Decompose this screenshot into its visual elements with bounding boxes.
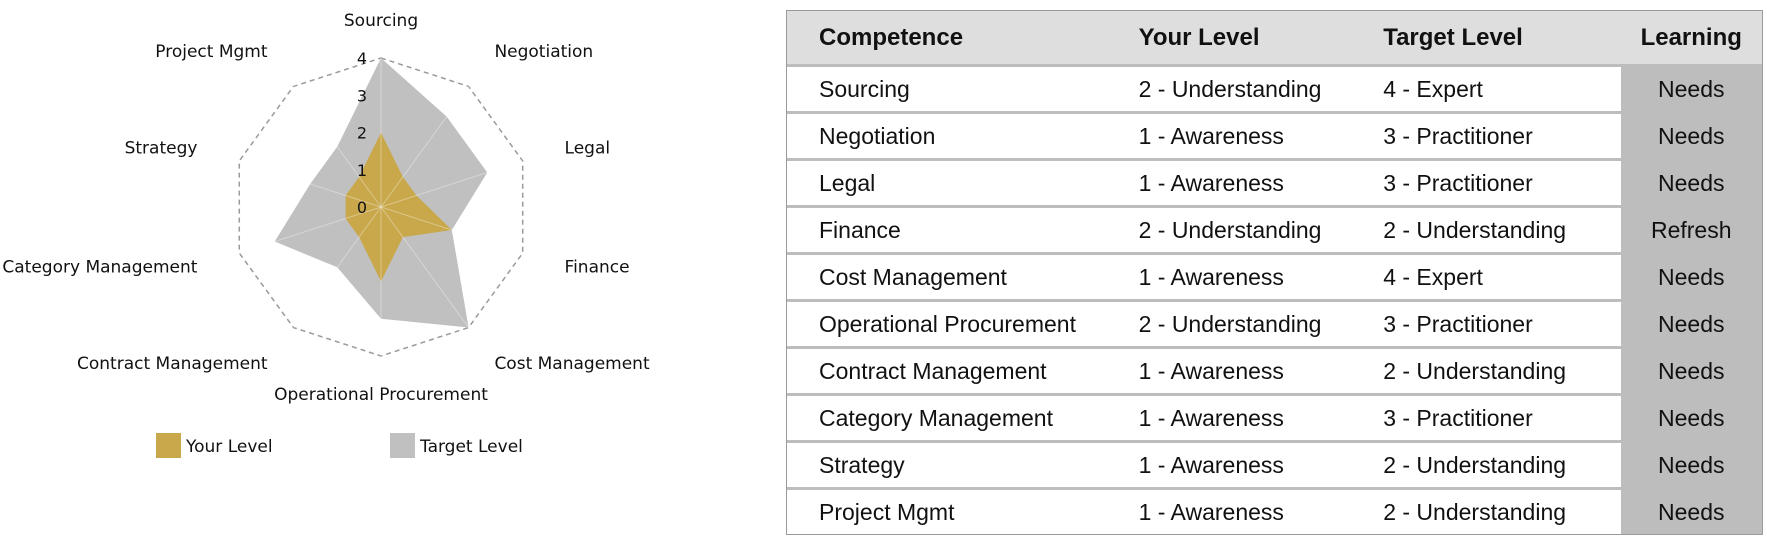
chart-legend: Your Level Target Level <box>156 433 523 458</box>
cell-learning: Needs <box>1620 302 1762 346</box>
radar-grid <box>238 57 524 357</box>
tick-label: 4 <box>357 49 367 68</box>
cell-your-level: 2 - Understanding <box>1106 67 1352 111</box>
cell-your-level: 1 - Awareness <box>1106 114 1352 158</box>
table-row: Finance 2 - Understanding 2 - Understandin… <box>787 208 1762 252</box>
axis-label: Legal <box>565 138 611 158</box>
cell-learning: Needs <box>1620 443 1762 487</box>
cell-learning: Needs <box>1620 161 1762 205</box>
cell-learning: Needs <box>1620 114 1762 158</box>
cell-target-level: 2 - Understanding <box>1351 490 1621 534</box>
cell-competence: Sourcing <box>787 67 1107 111</box>
cell-learning: Needs <box>1620 67 1762 111</box>
tick-label: 0 <box>357 198 367 217</box>
header-learning: Learning <box>1620 11 1762 64</box>
cell-target-level: 3 - Practitioner <box>1351 161 1621 205</box>
axis-label: Category Management <box>2 258 197 278</box>
cell-your-level: 1 - Awareness <box>1106 255 1352 299</box>
competence-table: Competence Your Level Target Level Learn… <box>787 8 1762 537</box>
legend-label: Target Level <box>419 437 523 457</box>
cell-your-level: 1 - Awareness <box>1106 490 1352 534</box>
tick-label: 1 <box>357 161 367 180</box>
cell-target-level: 3 - Practitioner <box>1351 302 1621 346</box>
cell-learning: Refresh <box>1620 208 1762 252</box>
legend-label: Your Level <box>185 437 273 457</box>
cell-competence: Project Mgmt <box>787 490 1107 534</box>
spoke-line <box>380 160 523 208</box>
cell-competence: Legal <box>787 161 1107 205</box>
cell-your-level: 1 - Awareness <box>1106 443 1352 487</box>
axis-label: Negotiation <box>494 42 593 62</box>
cell-target-level: 3 - Practitioner <box>1351 396 1621 440</box>
cell-target-level: 4 - Expert <box>1351 255 1621 299</box>
axis-label: Operational Procurement <box>274 385 488 405</box>
cell-target-level: 2 - Understanding <box>1351 349 1621 393</box>
tick-label: 3 <box>357 86 367 105</box>
axis-label: Finance <box>565 258 630 278</box>
spoke-line <box>293 86 382 208</box>
cell-your-level: 1 - Awareness <box>1106 161 1352 205</box>
spoke-line <box>239 206 382 254</box>
axis-label: Contract Management <box>77 354 268 374</box>
cell-learning: Needs <box>1620 349 1762 393</box>
cell-your-level: 2 - Understanding <box>1106 208 1352 252</box>
cell-your-level: 1 - Awareness <box>1106 396 1352 440</box>
legend-swatch <box>390 433 415 458</box>
grid-ring <box>238 57 524 357</box>
tick-label: 2 <box>357 124 367 143</box>
table-row: Legal 1 - Awareness 3 - Practitioner Needs <box>787 161 1762 205</box>
cell-competence: Finance <box>787 208 1107 252</box>
cell-target-level: 3 - Practitioner <box>1351 114 1621 158</box>
cell-competence: Contract Management <box>787 349 1107 393</box>
axis-label: Strategy <box>125 138 198 158</box>
table-row: Contract Management 1 - Awareness 2 - Unde… <box>787 349 1762 393</box>
cell-competence: Strategy <box>787 443 1107 487</box>
spoke-line <box>293 206 382 328</box>
cell-competence: Negotiation <box>787 114 1107 158</box>
radar-spokes <box>239 58 523 356</box>
axis-label: Project Mgmt <box>155 42 268 62</box>
cell-competence: Cost Management <box>787 255 1107 299</box>
axis-label: Sourcing <box>344 11 418 31</box>
header-target-level: Target Level <box>1351 11 1621 64</box>
cell-competence: Category Management <box>787 396 1107 440</box>
table-row: Category Management 1 - Awareness 3 - Prac… <box>787 396 1762 440</box>
header-competence: Competence <box>787 11 1107 64</box>
competence-table-container: Competence Your Level Target Level Learn… <box>786 10 1763 535</box>
table-row: Project Mgmt 1 - Awareness 2 - Understandi… <box>787 490 1762 534</box>
cell-your-level: 2 - Understanding <box>1106 302 1352 346</box>
cell-target-level: 2 - Understanding <box>1351 208 1621 252</box>
table-header-row: Competence Your Level Target Level Learn… <box>787 11 1762 64</box>
table-row: Negotiation 1 - Awareness 3 - Practitioner… <box>787 114 1762 158</box>
axis-label: Cost Management <box>494 354 650 374</box>
cell-target-level: 2 - Understanding <box>1351 443 1621 487</box>
series-your-level-area <box>345 132 452 282</box>
table-row: Operational Procurement 2 - Understanding… <box>787 302 1762 346</box>
cell-learning: Needs <box>1620 255 1762 299</box>
table-row: Strategy 1 - Awareness 2 - Understanding Ne… <box>787 443 1762 487</box>
cell-learning: Needs <box>1620 490 1762 534</box>
spoke-line <box>380 86 469 208</box>
cell-learning: Needs <box>1620 396 1762 440</box>
table-row: Cost Management 1 - Awareness 4 - Expert Ne… <box>787 255 1762 299</box>
radar-series <box>274 58 488 328</box>
cell-your-level: 1 - Awareness <box>1106 349 1352 393</box>
cell-competence: Operational Procurement <box>787 302 1107 346</box>
radar-axis-labels: Sourcing Negotiation Legal Finance Cost Mana… <box>2 11 650 405</box>
spoke-line <box>239 160 382 208</box>
legend-swatch <box>156 433 181 458</box>
radar-tick-labels: 0 1 2 3 4 <box>357 49 367 217</box>
header-your-level: Your Level <box>1106 11 1352 64</box>
radar-chart: 0 1 2 3 4 Sourcing Negotiation Legal Finance Cos… <box>2 11 650 458</box>
spoke-line <box>380 206 523 254</box>
cell-target-level: 4 - Expert <box>1351 67 1621 111</box>
spoke-line <box>380 206 469 328</box>
table-row: Sourcing 2 - Understanding 4 - Expert Needs <box>787 67 1762 111</box>
